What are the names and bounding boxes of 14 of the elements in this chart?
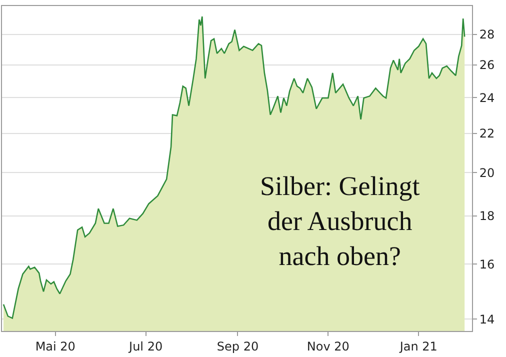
x-tick-label: Sep 20 — [216, 339, 259, 354]
y-tick-label: 16 — [479, 257, 495, 272]
x-tick-label: Mai 20 — [35, 339, 76, 354]
y-tick-label: 20 — [479, 166, 495, 180]
y-tick-label: 18 — [479, 209, 495, 224]
y-tick-label: 24 — [479, 90, 495, 105]
y-tick-label: 26 — [479, 58, 495, 72]
y-tick-label: 22 — [479, 126, 495, 141]
y-tick-label: 14 — [479, 312, 495, 326]
x-tick-label: Nov 20 — [306, 339, 350, 354]
annotation: Silber: Gelingt der Ausbruch nach oben? — [260, 171, 420, 272]
x-tick-label: Jul 20 — [128, 339, 163, 354]
x-tick-label: Jan 21 — [398, 339, 438, 354]
y-tick-label: 28 — [479, 28, 495, 42]
